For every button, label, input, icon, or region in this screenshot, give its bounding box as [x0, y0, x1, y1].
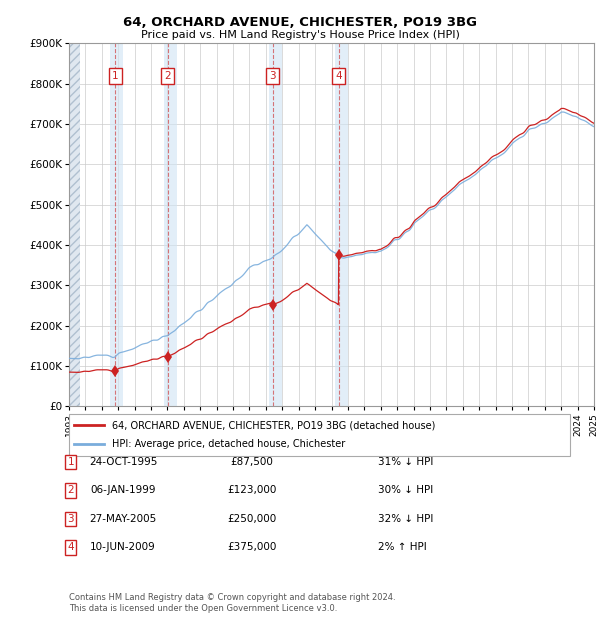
Text: 06-JAN-1999: 06-JAN-1999: [90, 485, 156, 495]
Text: £123,000: £123,000: [227, 485, 277, 495]
Text: 30% ↓ HPI: 30% ↓ HPI: [378, 485, 433, 495]
Text: 1: 1: [67, 457, 74, 467]
Bar: [269, 43, 282, 406]
Text: Price paid vs. HM Land Registry's House Price Index (HPI): Price paid vs. HM Land Registry's House …: [140, 30, 460, 40]
Text: £375,000: £375,000: [227, 542, 277, 552]
Text: Contains HM Land Registry data © Crown copyright and database right 2024.
This d: Contains HM Land Registry data © Crown c…: [69, 593, 395, 613]
Bar: [164, 43, 177, 406]
Text: 4: 4: [335, 71, 342, 81]
Text: 64, ORCHARD AVENUE, CHICHESTER, PO19 3BG: 64, ORCHARD AVENUE, CHICHESTER, PO19 3BG: [123, 16, 477, 29]
Text: £250,000: £250,000: [227, 514, 277, 524]
Bar: [335, 43, 348, 406]
Text: 3: 3: [269, 71, 276, 81]
Text: 2: 2: [164, 71, 171, 81]
Text: 31% ↓ HPI: 31% ↓ HPI: [378, 457, 433, 467]
Text: 32% ↓ HPI: 32% ↓ HPI: [378, 514, 433, 524]
Text: 10-JUN-2009: 10-JUN-2009: [90, 542, 156, 552]
Text: 4: 4: [67, 542, 74, 552]
Text: 3: 3: [67, 514, 74, 524]
Text: 1: 1: [112, 71, 118, 81]
Text: 64, ORCHARD AVENUE, CHICHESTER, PO19 3BG (detached house): 64, ORCHARD AVENUE, CHICHESTER, PO19 3BG…: [112, 420, 435, 430]
Text: 2: 2: [67, 485, 74, 495]
Text: 24-OCT-1995: 24-OCT-1995: [89, 457, 157, 467]
Bar: [69, 43, 80, 406]
Text: 27-MAY-2005: 27-MAY-2005: [89, 514, 157, 524]
Text: 2% ↑ HPI: 2% ↑ HPI: [378, 542, 427, 552]
Bar: [110, 43, 123, 406]
Text: HPI: Average price, detached house, Chichester: HPI: Average price, detached house, Chic…: [112, 439, 345, 449]
Text: £87,500: £87,500: [230, 457, 274, 467]
